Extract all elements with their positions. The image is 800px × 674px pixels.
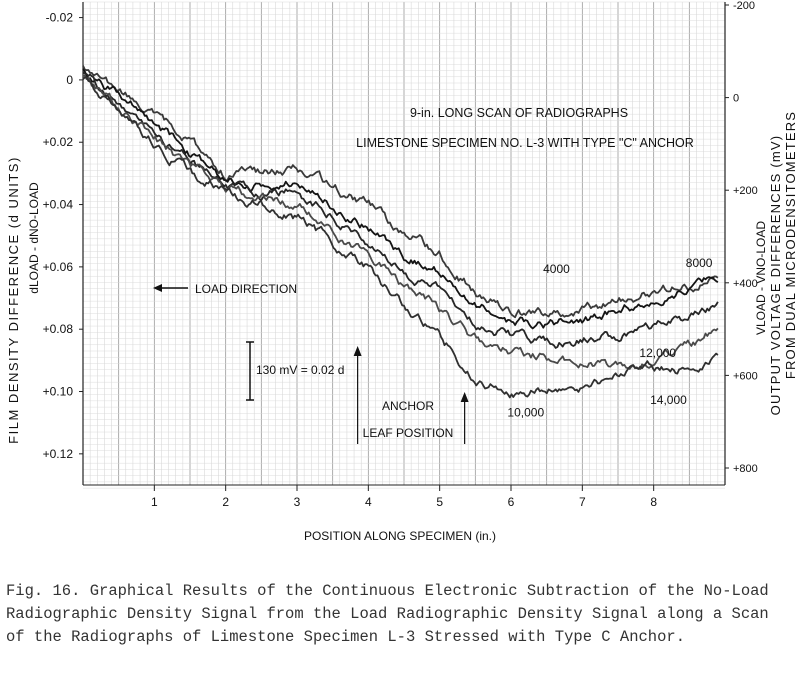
- y-right-tick-label: +400: [733, 278, 758, 290]
- y-left-tick-label: -0.02: [46, 11, 74, 25]
- y-left-tick-label: +0.06: [43, 260, 74, 274]
- series-label: 14,000: [650, 393, 687, 407]
- arrow-up-icon: [353, 346, 362, 356]
- y-left-tick-label: +0.10: [43, 385, 74, 399]
- y-left-tick-label: +0.08: [43, 322, 74, 336]
- x-tick-label: 2: [222, 495, 229, 509]
- y-right-axis-label-1: VLOAD - VNO-LOAD: [754, 221, 768, 335]
- arrow-left-icon: [153, 284, 162, 292]
- x-tick-labels: 1 2 3 4 5 6 7 8: [151, 485, 657, 509]
- figure-caption: Fig. 16. Graphical Results of the Contin…: [6, 582, 769, 646]
- chart-grid: [82, 1, 726, 489]
- y-left-axis-label: FILM DENSITY DIFFERENCE (d UNITS): [6, 156, 21, 444]
- y-left-tick-label: 0: [66, 73, 73, 87]
- x-tick-label: 7: [579, 495, 586, 509]
- y-right-tick-label: -200: [733, 0, 755, 12]
- y-right-tick-label: +800: [733, 463, 758, 475]
- series-lines: [82, 65, 719, 399]
- y-right-tick-label: +200: [733, 185, 758, 197]
- y-left-tick-labels: -0.02 0 +0.02 +0.04 +0.06 +0.08 +0.10 +0.12: [43, 11, 83, 461]
- x-tick-label: 5: [436, 495, 443, 509]
- series-labels: 4000 8000 12,000 14,000 10,000: [507, 256, 712, 420]
- anchor-leaf-annotation: ANCHOR LEAF POSITION: [353, 346, 469, 444]
- chart-title-line-2: LIMESTONE SPECIMEN NO. L-3 WITH TYPE "C"…: [356, 136, 694, 150]
- anchor-label-line-1: ANCHOR: [382, 399, 434, 413]
- y-right-axis-label-2: OUTPUT VOLTAGE DIFFERENCES (mV): [768, 135, 783, 416]
- load-direction-label: LOAD DIRECTION: [195, 282, 297, 296]
- chart-axes: [82, 2, 726, 486]
- anchor-label-line-2: LEAF POSITION: [363, 426, 454, 440]
- y-right-tick-label: 0: [733, 93, 739, 105]
- series-label: 10,000: [507, 405, 544, 419]
- y-left-axis-sublabel: dLOAD - dNO-LOAD: [27, 182, 41, 294]
- series-line-8000: [82, 68, 719, 330]
- y-right-axis-label-3: FROM DUAL MICRODENSITOMETERS: [783, 111, 798, 379]
- y-right-tick-labels: -200 0 +200 +400 +600 +800: [725, 0, 758, 475]
- series-label: 4000: [543, 262, 570, 276]
- y-left-tick-label: +0.12: [43, 447, 74, 461]
- y-right-tick-label: +600: [733, 370, 758, 382]
- scale-bar-label: 130 mV = 0.02 d: [256, 363, 344, 377]
- series-label: 12,000: [639, 346, 676, 360]
- x-tick-label: 3: [294, 495, 301, 509]
- series-line-14000: [82, 74, 719, 370]
- density-difference-chart: 1 2 3 4 5 6 7 8 -0.02 0 +0.02 +0.04 +0.06 +0.08 +0.10…: [6, 0, 798, 543]
- y-left-tick-label: +0.02: [43, 135, 74, 149]
- scale-bar-annotation: 130 mV = 0.02 d: [246, 341, 344, 401]
- x-tick-label: 1: [151, 495, 158, 509]
- x-axis-label: POSITION ALONG SPECIMEN (in.): [304, 529, 496, 543]
- x-tick-label: 6: [508, 495, 515, 509]
- x-tick-label: 4: [365, 495, 372, 509]
- y-left-tick-label: +0.04: [43, 198, 74, 212]
- series-label: 8000: [686, 256, 713, 270]
- arrow-up-icon: [460, 392, 469, 402]
- load-direction-annotation: LOAD DIRECTION: [153, 282, 297, 296]
- chart-title-line-1: 9-in. LONG SCAN OF RADIOGRAPHS: [410, 106, 628, 120]
- series-line-10000: [82, 76, 719, 399]
- x-tick-label: 8: [650, 495, 657, 509]
- series-line-4000: [82, 65, 719, 319]
